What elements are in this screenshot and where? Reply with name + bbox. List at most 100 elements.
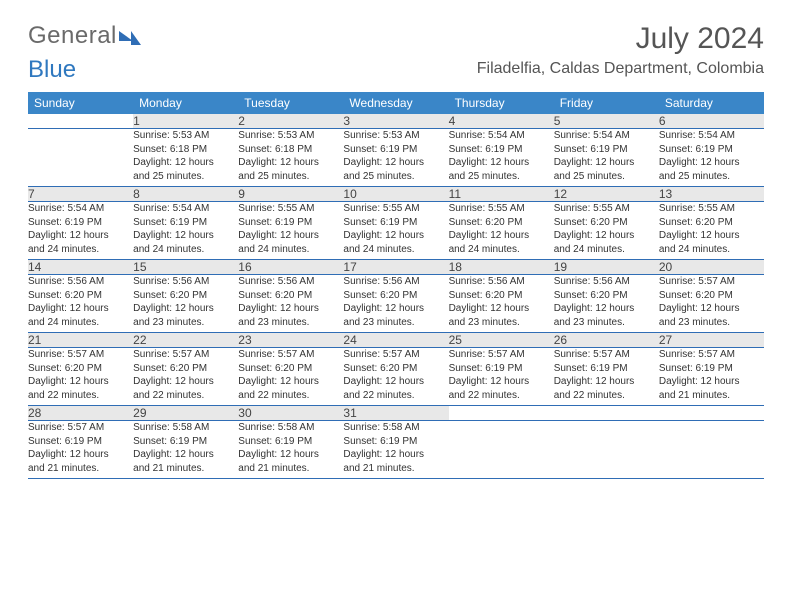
sun-data-line: Sunrise: 5:57 AM <box>449 348 554 362</box>
sun-data-line: Sunset: 6:19 PM <box>659 362 764 376</box>
day-number-cell: 18 <box>449 260 554 275</box>
day-number-cell <box>449 406 554 421</box>
day-number-row: 14151617181920 <box>28 260 764 275</box>
sun-data-line: Sunset: 6:20 PM <box>343 289 448 303</box>
calendar-table: Sunday Monday Tuesday Wednesday Thursday… <box>28 92 764 479</box>
sun-data-line: and 21 minutes. <box>238 462 343 476</box>
sun-data-line: Daylight: 12 hours <box>133 156 238 170</box>
sun-data-line: and 22 minutes. <box>554 389 659 403</box>
sun-data-line: Sunset: 6:20 PM <box>28 289 133 303</box>
day-number-cell: 29 <box>133 406 238 421</box>
sun-data-line: Sunrise: 5:57 AM <box>28 348 133 362</box>
sun-data-line: Sunset: 6:19 PM <box>133 435 238 449</box>
sun-data-line: Daylight: 12 hours <box>659 302 764 316</box>
sun-data-line: and 25 minutes. <box>554 170 659 184</box>
sun-data-line: Sunrise: 5:54 AM <box>659 129 764 143</box>
sun-data-line: Sunrise: 5:58 AM <box>343 421 448 435</box>
day-number-cell <box>554 406 659 421</box>
day-number-row: 21222324252627 <box>28 333 764 348</box>
day-content-cell <box>28 129 133 187</box>
sun-data-line: Daylight: 12 hours <box>659 375 764 389</box>
sun-data-line: Sunrise: 5:57 AM <box>28 421 133 435</box>
day-content-cell: Sunrise: 5:57 AMSunset: 6:20 PMDaylight:… <box>343 348 448 406</box>
sun-data-line: Sunset: 6:20 PM <box>238 289 343 303</box>
sun-data-line: Sunset: 6:19 PM <box>449 143 554 157</box>
sun-data-line: Daylight: 12 hours <box>238 229 343 243</box>
weekday-header: Tuesday <box>238 92 343 114</box>
sun-data-line: Daylight: 12 hours <box>28 448 133 462</box>
day-content-cell: Sunrise: 5:56 AMSunset: 6:20 PMDaylight:… <box>238 275 343 333</box>
day-number-cell: 10 <box>343 187 448 202</box>
sun-data-line: Sunset: 6:19 PM <box>343 143 448 157</box>
sun-data-line: Sunrise: 5:56 AM <box>554 275 659 289</box>
day-number-cell: 20 <box>659 260 764 275</box>
sun-data-line: Sunrise: 5:57 AM <box>343 348 448 362</box>
sun-data-line: Sunset: 6:20 PM <box>133 362 238 376</box>
day-content-cell: Sunrise: 5:55 AMSunset: 6:19 PMDaylight:… <box>343 202 448 260</box>
sun-data-line: and 22 minutes. <box>343 389 448 403</box>
day-content-cell: Sunrise: 5:55 AMSunset: 6:19 PMDaylight:… <box>238 202 343 260</box>
sun-data-line: Sunset: 6:20 PM <box>28 362 133 376</box>
day-content-cell: Sunrise: 5:54 AMSunset: 6:19 PMDaylight:… <box>554 129 659 187</box>
sun-data-line: Daylight: 12 hours <box>659 229 764 243</box>
sun-data-line: Daylight: 12 hours <box>28 229 133 243</box>
sun-data-line: Daylight: 12 hours <box>554 375 659 389</box>
day-content-cell: Sunrise: 5:56 AMSunset: 6:20 PMDaylight:… <box>28 275 133 333</box>
day-number-cell: 28 <box>28 406 133 421</box>
weekday-header: Monday <box>133 92 238 114</box>
day-number-row: 123456 <box>28 114 764 129</box>
sun-data-line: Daylight: 12 hours <box>343 156 448 170</box>
sun-data-line: Sunset: 6:19 PM <box>554 362 659 376</box>
brand-part1: General <box>28 22 117 50</box>
day-content-cell: Sunrise: 5:58 AMSunset: 6:19 PMDaylight:… <box>133 421 238 479</box>
day-number-cell: 5 <box>554 114 659 129</box>
sun-data-line: Sunrise: 5:56 AM <box>28 275 133 289</box>
sun-data-line: and 24 minutes. <box>659 243 764 257</box>
sun-data-line: and 23 minutes. <box>554 316 659 330</box>
day-content-row: Sunrise: 5:57 AMSunset: 6:19 PMDaylight:… <box>28 421 764 479</box>
sun-data-line: and 24 minutes. <box>28 316 133 330</box>
sun-data-line: Daylight: 12 hours <box>28 375 133 389</box>
day-content-cell: Sunrise: 5:57 AMSunset: 6:19 PMDaylight:… <box>659 348 764 406</box>
sun-data-line: and 24 minutes. <box>238 243 343 257</box>
sun-data-line: Sunset: 6:20 PM <box>659 216 764 230</box>
day-content-cell: Sunrise: 5:54 AMSunset: 6:19 PMDaylight:… <box>449 129 554 187</box>
day-content-cell: Sunrise: 5:57 AMSunset: 6:19 PMDaylight:… <box>449 348 554 406</box>
brand-part2: Blue <box>28 56 764 84</box>
day-content-row: Sunrise: 5:56 AMSunset: 6:20 PMDaylight:… <box>28 275 764 333</box>
sun-data-line: Sunset: 6:19 PM <box>449 362 554 376</box>
calendar-body: 123456Sunrise: 5:53 AMSunset: 6:18 PMDay… <box>28 114 764 479</box>
day-number-cell: 9 <box>238 187 343 202</box>
sun-data-line: Daylight: 12 hours <box>238 448 343 462</box>
sun-data-line: Daylight: 12 hours <box>554 156 659 170</box>
sun-data-line: Daylight: 12 hours <box>28 302 133 316</box>
sun-data-line: Sunrise: 5:53 AM <box>238 129 343 143</box>
weekday-header: Sunday <box>28 92 133 114</box>
weekday-header: Saturday <box>659 92 764 114</box>
day-number-cell: 23 <box>238 333 343 348</box>
sun-data-line: Sunrise: 5:56 AM <box>449 275 554 289</box>
sun-data-line: and 23 minutes. <box>659 316 764 330</box>
sun-data-line: Sunrise: 5:57 AM <box>554 348 659 362</box>
day-content-cell: Sunrise: 5:58 AMSunset: 6:19 PMDaylight:… <box>343 421 448 479</box>
sun-data-line: and 24 minutes. <box>343 243 448 257</box>
brand-logo: General <box>28 22 141 50</box>
sun-data-line: Daylight: 12 hours <box>554 229 659 243</box>
day-content-cell <box>449 421 554 479</box>
sun-data-line: and 22 minutes. <box>449 389 554 403</box>
sun-data-line: Sunrise: 5:57 AM <box>659 348 764 362</box>
day-number-cell: 16 <box>238 260 343 275</box>
sun-data-line: and 21 minutes. <box>659 389 764 403</box>
day-number-row: 78910111213 <box>28 187 764 202</box>
sun-data-line: Sunrise: 5:56 AM <box>238 275 343 289</box>
sun-data-line: Sunrise: 5:58 AM <box>238 421 343 435</box>
day-number-cell: 2 <box>238 114 343 129</box>
sun-data-line: and 25 minutes. <box>238 170 343 184</box>
day-number-cell: 21 <box>28 333 133 348</box>
sun-data-line: and 24 minutes. <box>449 243 554 257</box>
sun-data-line: Sunrise: 5:55 AM <box>343 202 448 216</box>
sun-data-line: Sunset: 6:20 PM <box>449 216 554 230</box>
sun-data-line: and 23 minutes. <box>343 316 448 330</box>
sun-data-line: and 23 minutes. <box>449 316 554 330</box>
day-number-cell <box>659 406 764 421</box>
